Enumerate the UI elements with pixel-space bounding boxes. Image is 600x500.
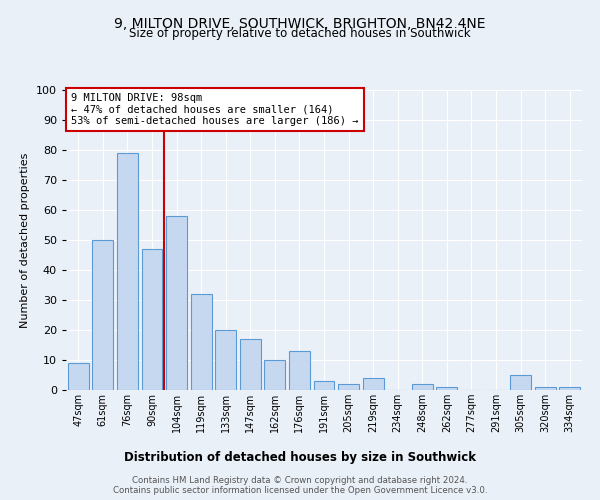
Bar [215, 330, 236, 390]
Bar [362, 378, 383, 390]
Bar [240, 339, 261, 390]
Bar [535, 387, 556, 390]
Text: Contains HM Land Registry data © Crown copyright and database right 2024.: Contains HM Land Registry data © Crown c… [132, 476, 468, 485]
Bar [510, 375, 531, 390]
Bar [166, 216, 187, 390]
Bar [314, 381, 334, 390]
Bar [289, 351, 310, 390]
Bar [142, 249, 163, 390]
Bar [412, 384, 433, 390]
Bar [68, 363, 89, 390]
Bar [191, 294, 212, 390]
Text: 9, MILTON DRIVE, SOUTHWICK, BRIGHTON, BN42 4NE: 9, MILTON DRIVE, SOUTHWICK, BRIGHTON, BN… [114, 18, 486, 32]
Bar [436, 387, 457, 390]
Bar [117, 153, 138, 390]
Text: Distribution of detached houses by size in Southwick: Distribution of detached houses by size … [124, 451, 476, 464]
Y-axis label: Number of detached properties: Number of detached properties [20, 152, 31, 328]
Text: Contains public sector information licensed under the Open Government Licence v3: Contains public sector information licen… [113, 486, 487, 495]
Text: 9 MILTON DRIVE: 98sqm
← 47% of detached houses are smaller (164)
53% of semi-det: 9 MILTON DRIVE: 98sqm ← 47% of detached … [71, 93, 359, 126]
Bar [265, 360, 286, 390]
Bar [559, 387, 580, 390]
Text: Size of property relative to detached houses in Southwick: Size of property relative to detached ho… [129, 28, 471, 40]
Bar [338, 384, 359, 390]
Bar [92, 240, 113, 390]
